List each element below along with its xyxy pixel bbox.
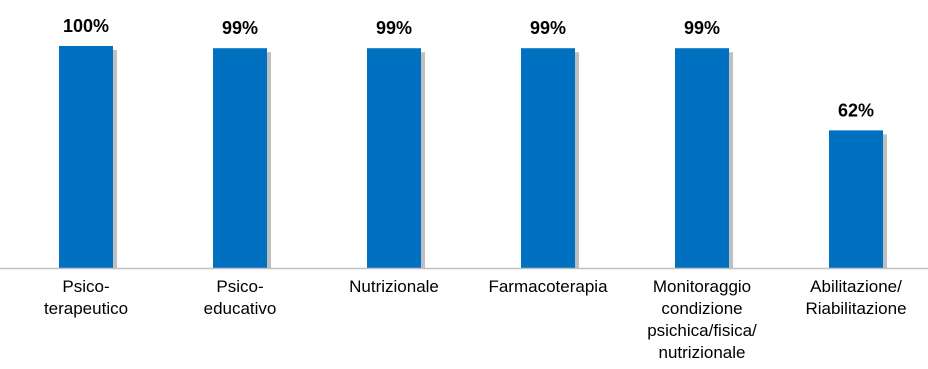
category-label: Psico-terapeutico (44, 277, 128, 318)
category-label: Monitoraggio condizione psichica/fisica/nu… (647, 277, 757, 362)
bar (213, 48, 267, 268)
category-label: Farmacoterapia (488, 277, 608, 296)
data-label: 62% (838, 100, 874, 120)
category-labels: Psico-terapeutico Psico-educativo Nutrizio… (44, 277, 907, 362)
category-label: Nutrizionale (349, 277, 439, 296)
data-label: 99% (684, 18, 720, 38)
value-labels: 100% 99% 99% 99% 99% 62% (63, 16, 874, 120)
data-label: 99% (222, 18, 258, 38)
bar-shadows (63, 50, 887, 268)
data-label: 99% (530, 18, 566, 38)
bar (59, 46, 113, 268)
data-label: 99% (376, 18, 412, 38)
bar (521, 48, 575, 268)
category-label: Psico-educativo (204, 277, 277, 318)
bars (59, 46, 883, 268)
bar (829, 130, 883, 268)
bar (675, 48, 729, 268)
data-label: 100% (63, 16, 109, 36)
category-label: Abilitazione/Riabilitazione (805, 277, 906, 318)
bar (367, 48, 421, 268)
